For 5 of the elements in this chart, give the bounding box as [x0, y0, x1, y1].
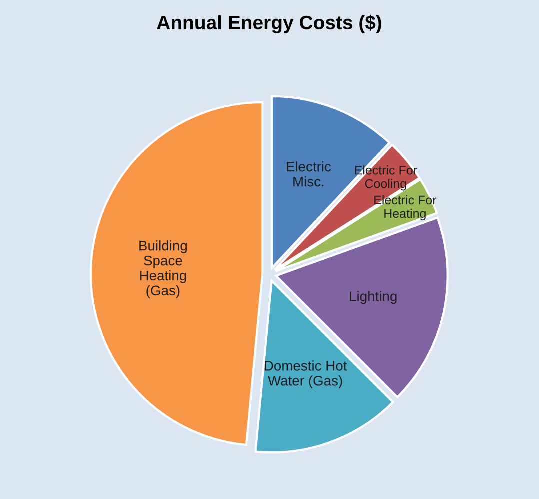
- slice-label: Lighting: [350, 291, 397, 304]
- slice-label: Electric Misc.: [287, 162, 332, 187]
- chart-title: Annual Energy Costs ($): [157, 14, 382, 34]
- slice-label: Domestic Hot Water (Gas): [265, 360, 348, 389]
- slice-label: Building Space Heating (Gas): [140, 240, 188, 298]
